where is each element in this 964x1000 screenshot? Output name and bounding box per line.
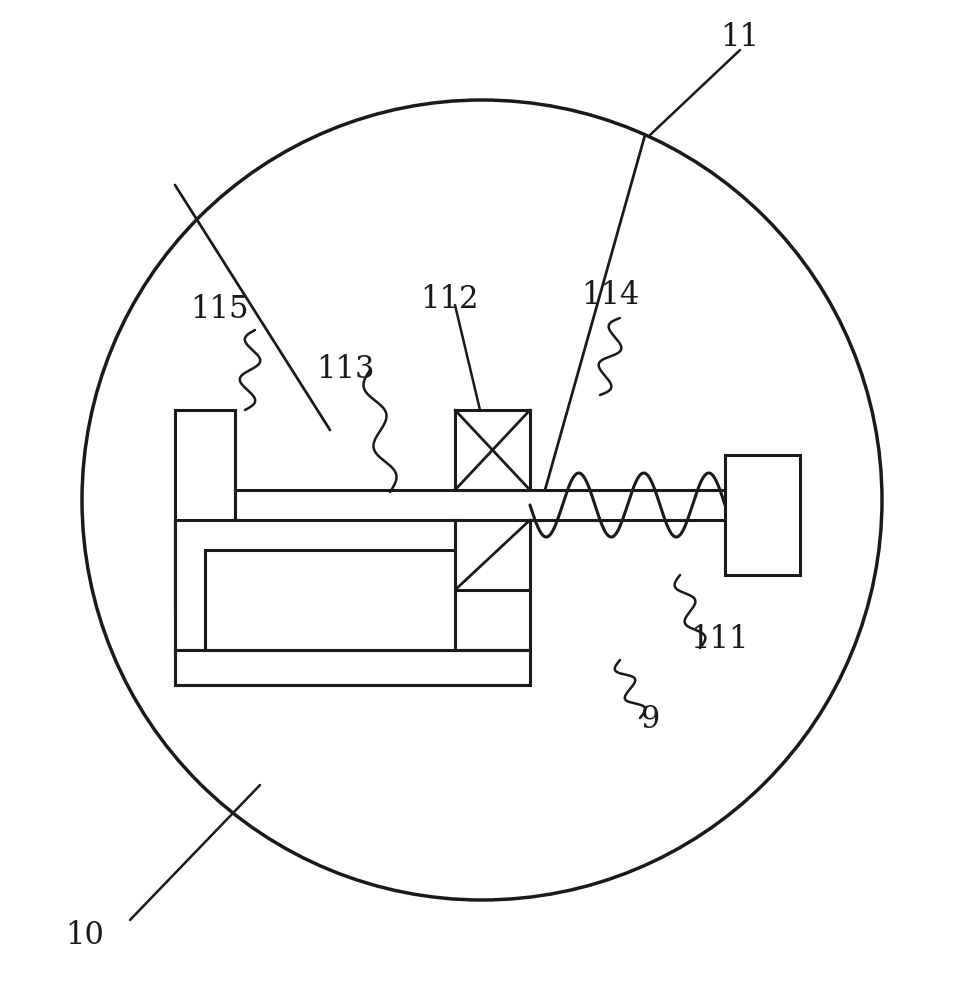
Bar — [235, 490, 750, 520]
Bar — [175, 520, 455, 650]
Text: 112: 112 — [420, 284, 479, 316]
Text: 9: 9 — [640, 704, 659, 736]
Bar — [455, 410, 530, 490]
Text: 113: 113 — [316, 355, 374, 385]
Bar — [175, 410, 235, 610]
Text: 115: 115 — [191, 294, 250, 326]
Bar — [725, 455, 800, 575]
Bar — [455, 590, 530, 650]
Text: 11: 11 — [720, 22, 760, 53]
Bar — [455, 520, 530, 590]
Text: 10: 10 — [66, 920, 104, 950]
Bar — [205, 550, 455, 650]
Bar — [175, 650, 530, 685]
Text: 114: 114 — [581, 279, 639, 310]
Text: 111: 111 — [691, 624, 749, 656]
